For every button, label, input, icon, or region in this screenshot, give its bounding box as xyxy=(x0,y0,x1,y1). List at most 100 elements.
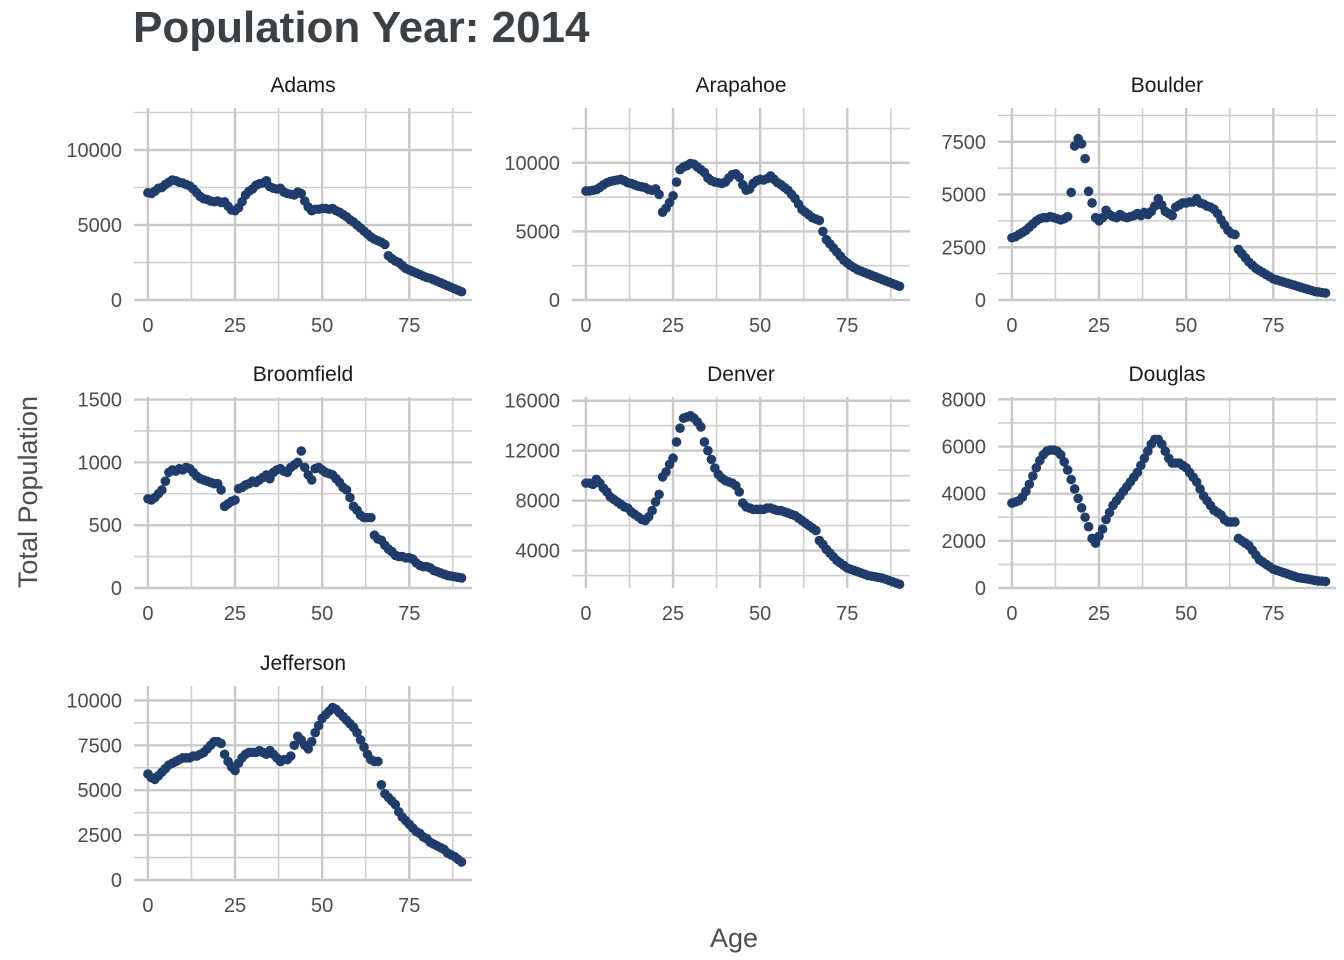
y-tick-label: 0 xyxy=(549,290,560,312)
data-point-jefferson xyxy=(373,756,383,767)
data-point-boulder xyxy=(1066,187,1076,198)
y-tick-label: 0 xyxy=(111,578,122,600)
x-tick-label: 75 xyxy=(398,895,420,917)
data-point-broomfield xyxy=(306,475,317,485)
data-point-denver xyxy=(661,467,671,477)
y-tick-label: 8000 xyxy=(942,389,987,411)
y-tick-label: 2500 xyxy=(942,237,987,259)
data-point-broomfield xyxy=(230,495,240,505)
y-tick-label: 10000 xyxy=(504,153,560,175)
x-tick-label: 25 xyxy=(662,315,684,337)
data-point-arapahoe xyxy=(894,281,905,292)
data-point-broomfield xyxy=(456,573,467,583)
x-tick-label: 25 xyxy=(1088,315,1110,337)
x-tick-label: 75 xyxy=(398,603,420,625)
data-point-jefferson xyxy=(219,749,230,760)
data-point-boulder xyxy=(1320,288,1331,298)
y-tick-label: 2000 xyxy=(942,531,987,553)
y-tick-label: 8000 xyxy=(516,491,561,513)
x-tick-label: 75 xyxy=(1262,603,1284,625)
y-tick-label: 0 xyxy=(111,870,122,892)
x-tick-label: 0 xyxy=(580,603,591,625)
y-tick-label: 10000 xyxy=(66,690,122,712)
y-tick-label: 7500 xyxy=(78,735,123,757)
data-point-jefferson xyxy=(355,735,366,745)
data-point-denver xyxy=(811,525,821,536)
data-point-denver xyxy=(703,445,713,456)
x-tick-label: 75 xyxy=(836,315,858,337)
x-tick-label: 50 xyxy=(1175,603,1197,625)
data-point-douglas xyxy=(1097,524,1108,534)
data-point-jefferson xyxy=(216,738,226,749)
x-tick-label: 50 xyxy=(749,603,771,625)
data-point-jefferson xyxy=(303,744,314,754)
y-tick-label: 12000 xyxy=(504,441,560,463)
data-point-denver xyxy=(894,579,905,590)
data-point-douglas xyxy=(1062,465,1073,475)
x-tick-label: 50 xyxy=(311,603,333,625)
data-point-broomfield xyxy=(157,485,167,495)
data-point-denver xyxy=(706,454,717,465)
data-point-adams xyxy=(456,286,467,297)
data-point-jefferson xyxy=(313,720,324,731)
y-tick-label: 4000 xyxy=(516,541,561,563)
facet-label-douglas: Douglas xyxy=(1128,363,1205,386)
data-point-jefferson xyxy=(456,857,467,867)
x-tick-label: 75 xyxy=(1262,315,1284,337)
data-point-douglas xyxy=(1083,521,1094,532)
facet-label-broomfield: Broomfield xyxy=(253,363,353,386)
y-tick-label: 4000 xyxy=(942,484,987,506)
data-point-jefferson xyxy=(306,736,317,747)
chart-title: Population Year: 2014 xyxy=(133,3,590,52)
data-point-boulder xyxy=(1080,153,1090,164)
data-point-denver xyxy=(654,489,664,500)
data-point-arapahoe xyxy=(734,172,745,183)
data-point-jefferson xyxy=(289,740,300,751)
x-tick-label: 0 xyxy=(142,603,153,625)
y-tick-label: 10000 xyxy=(66,140,122,162)
data-point-jefferson xyxy=(286,751,296,761)
data-point-denver xyxy=(650,497,661,507)
data-point-douglas xyxy=(1028,471,1038,481)
y-tick-label: 5000 xyxy=(78,215,123,237)
facet-label-boulder: Boulder xyxy=(1131,74,1203,97)
data-point-broomfield xyxy=(299,462,310,473)
data-point-arapahoe xyxy=(814,215,825,226)
y-tick-label: 2500 xyxy=(78,825,123,847)
data-point-denver xyxy=(699,437,710,447)
data-point-broomfield xyxy=(345,492,355,503)
data-point-denver xyxy=(668,453,678,463)
data-point-denver xyxy=(696,422,706,432)
y-tick-label: 7500 xyxy=(942,132,987,154)
data-point-denver xyxy=(671,437,682,447)
y-tick-label: 0 xyxy=(111,290,122,312)
data-point-douglas xyxy=(1320,576,1331,587)
x-tick-label: 0 xyxy=(580,315,591,337)
y-tick-label: 1000 xyxy=(78,452,123,474)
x-axis-title: Age xyxy=(710,923,758,953)
y-tick-label: 5000 xyxy=(78,780,123,802)
data-point-boulder xyxy=(1062,211,1073,222)
x-tick-label: 0 xyxy=(1006,603,1017,625)
x-tick-label: 50 xyxy=(1175,315,1197,337)
x-tick-label: 25 xyxy=(662,603,684,625)
y-tick-label: 5000 xyxy=(942,185,987,207)
facet-douglas: 0 25 50 75 0 2000 4000 6000 8000 Douglas xyxy=(942,363,1336,625)
x-tick-label: 50 xyxy=(749,315,771,337)
data-point-douglas xyxy=(1230,517,1240,527)
data-point-boulder xyxy=(1076,139,1087,149)
y-tick-label: 16000 xyxy=(504,391,560,413)
data-point-boulder xyxy=(1230,229,1240,240)
x-tick-label: 25 xyxy=(224,315,246,337)
facet-label-adams: Adams xyxy=(270,74,335,97)
facet-boulder: 0 25 50 75 0 2500 5000 7500 Boulder xyxy=(942,74,1336,337)
data-point-jefferson xyxy=(390,799,401,810)
facet-adams: 0 25 50 75 0 5000 10000 Adams xyxy=(66,74,472,337)
data-point-denver xyxy=(647,505,657,516)
data-point-arapahoe xyxy=(668,190,678,201)
data-point-arapahoe xyxy=(818,226,828,237)
data-point-jefferson xyxy=(230,765,240,776)
x-tick-label: 0 xyxy=(1006,315,1017,337)
